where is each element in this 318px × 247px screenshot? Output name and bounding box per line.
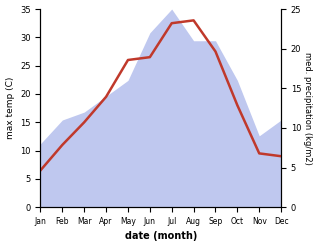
X-axis label: date (month): date (month) xyxy=(125,231,197,242)
Y-axis label: med. precipitation (kg/m2): med. precipitation (kg/m2) xyxy=(303,52,313,165)
Y-axis label: max temp (C): max temp (C) xyxy=(5,77,15,139)
